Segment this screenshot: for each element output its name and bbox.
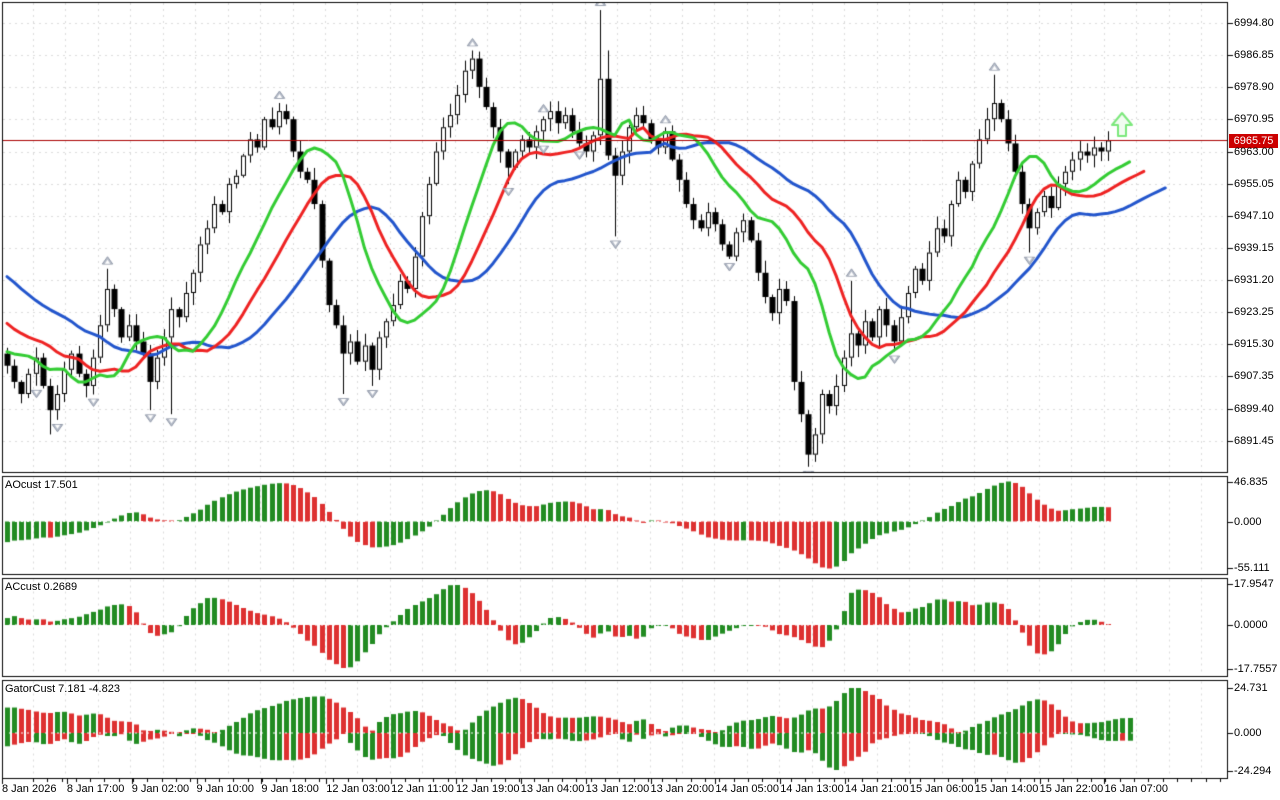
indicator-axis-label: 17.9547 <box>1234 577 1274 590</box>
time-tick-label: 15 Jan 22:00 <box>1039 783 1104 795</box>
indicator-axis-label: 0.000 <box>1234 726 1262 739</box>
price-tick-label: 6899.40 <box>1234 402 1274 415</box>
price-tick-label: 6986.85 <box>1234 48 1274 61</box>
time-tick-label: 8 Jan 17:00 <box>66 783 125 795</box>
price-tick-label: 6970.95 <box>1234 112 1274 125</box>
indicator-axis-label: 0.0000 <box>1234 618 1268 631</box>
time-tick-label: 9 Jan 18:00 <box>261 783 319 795</box>
time-tick-label: 14 Jan 05:00 <box>715 783 779 795</box>
price-tick-label: 6891.45 <box>1234 434 1274 447</box>
time-tick-label: 8 Jan 2026 <box>2 783 57 795</box>
time-tick-label: 14 Jan 13:00 <box>780 783 844 795</box>
time-tick-label: 15 Jan 14:00 <box>974 783 1039 795</box>
time-tick-label: 9 Jan 10:00 <box>196 783 255 795</box>
price-tick-label: 6931.20 <box>1234 273 1274 286</box>
time-tick-label: 13 Jan 12:00 <box>585 783 650 795</box>
time-tick-label: 13 Jan 20:00 <box>650 783 715 795</box>
price-tick-label: 6978.90 <box>1234 80 1274 93</box>
price-tick-label: 6923.25 <box>1234 305 1274 318</box>
price-tick-label: 6994.80 <box>1234 16 1274 29</box>
time-tick-label: 14 Jan 21:00 <box>845 783 909 795</box>
indicator-axis-label: -17.7557 <box>1234 662 1278 675</box>
ao-indicator-label: AOcust 17.501 <box>5 479 78 491</box>
time-tick-label: 12 Jan 03:00 <box>326 783 390 795</box>
indicator-axis-label: -55.111 <box>1234 561 1270 574</box>
price-tick-label: 6947.10 <box>1234 209 1274 222</box>
indicator-axis-label: -24.294 <box>1234 764 1272 777</box>
indicator-axis-label: 46.835 <box>1234 475 1268 488</box>
time-tick-label: 15 Jan 06:00 <box>909 783 974 795</box>
time-tick-label: 13 Jan 04:00 <box>520 783 585 795</box>
price-tick-label: 6963.00 <box>1234 145 1274 158</box>
current-price-tag: 6965.75 <box>1229 134 1278 148</box>
gator-indicator-label: GatorCust 7.181 -4.823 <box>5 683 120 695</box>
price-tick-label: 6915.30 <box>1234 337 1274 350</box>
time-tick-label: 12 Jan 19:00 <box>455 783 520 795</box>
indicator-axis-label: 0.000 <box>1234 515 1262 528</box>
ac-indicator-label: ACcust 0.2689 <box>5 581 78 593</box>
time-tick-label: 9 Jan 02:00 <box>131 783 190 795</box>
indicator-axis-label: 24.731 <box>1234 681 1268 694</box>
price-tick-label: 6955.05 <box>1234 177 1274 190</box>
time-tick-label: 12 Jan 11:00 <box>391 783 454 795</box>
price-tick-label: 6939.15 <box>1234 241 1274 254</box>
price-tick-label: 6907.35 <box>1234 369 1274 382</box>
time-tick-label: 16 Jan 07:00 <box>1104 783 1169 795</box>
